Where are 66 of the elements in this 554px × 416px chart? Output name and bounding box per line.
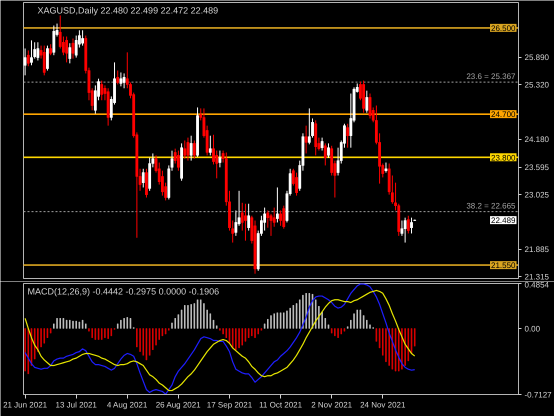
- candlestick: [52, 25, 56, 56]
- candlestick: [282, 205, 286, 230]
- candlestick: [279, 210, 282, 226]
- chart-title: XAGUSD,Daily 22.480 22.499 22.472 22.489: [38, 6, 218, 16]
- candlestick: [276, 186, 279, 223]
- y-tick-label: 25.320: [524, 80, 550, 90]
- x-tick-label: 2 Nov 2021: [311, 400, 353, 410]
- chart-title: MACD(12,26,9) -0.4442 -0.2975 0.0000 -0.1906: [28, 286, 220, 296]
- candlestick: [404, 217, 407, 244]
- y-tick-label: 23.025: [524, 190, 550, 200]
- candlestick: [304, 125, 308, 154]
- y-tick-label: 0.00: [524, 324, 541, 334]
- x-tick-label: 11 Oct 2021: [259, 400, 303, 410]
- candlestick: [410, 217, 413, 234]
- candlestick: [327, 142, 330, 158]
- candlestick: [65, 36, 68, 63]
- candlestick: [116, 70, 120, 85]
- y-tick-label: 21.315: [524, 272, 550, 282]
- x-tick-label: 4 Aug 2021: [106, 400, 148, 410]
- candlestick: [24, 48, 27, 76]
- candlestick: [81, 30, 84, 46]
- ref-line-label: 21.550: [491, 261, 516, 270]
- ref-line-label: 23.800: [491, 153, 516, 162]
- ref-line-label: 23.6 = 25.367: [466, 72, 516, 82]
- x-tick-label: 21 Jun 2021: [3, 400, 48, 410]
- candlestick: [190, 135, 193, 162]
- candlestick: [145, 168, 148, 198]
- x-tick-label: 13 Jul 2021: [56, 400, 98, 410]
- ref-line-label: 26.500: [491, 24, 516, 33]
- y-tick-label: -0.7127: [524, 390, 552, 400]
- candlestick: [46, 45, 49, 72]
- y-tick-label: 25.890: [524, 53, 550, 62]
- candlestick: [406, 215, 410, 234]
- candlestick: [100, 80, 104, 101]
- candlestick: [192, 140, 196, 160]
- candlestick: [30, 40, 33, 66]
- candlestick: [320, 137, 324, 152]
- y-tick-label: 0.4854: [524, 280, 550, 290]
- candlestick: [36, 42, 40, 61]
- y-tick-label: 24.180: [524, 135, 550, 144]
- candlestick: [362, 80, 366, 114]
- candlestick: [49, 44, 52, 56]
- candlestick: [176, 150, 180, 172]
- annotation: 22.489: [491, 216, 516, 226]
- candlestick: [186, 137, 190, 162]
- candlestick: [247, 203, 250, 232]
- candlestick: [208, 135, 212, 156]
- candlestick: [346, 123, 350, 148]
- candlestick: [384, 162, 388, 174]
- candlestick: [42, 45, 46, 76]
- x-tick-label: 26 Aug 2021: [156, 400, 202, 410]
- x-tick-label: 24 Nov 2021: [360, 400, 406, 410]
- candlestick: [122, 72, 126, 89]
- candlestick: [368, 93, 372, 119]
- candlestick: [218, 150, 222, 168]
- candlestick: [119, 72, 122, 87]
- ref-line-label: 24.700: [491, 110, 516, 120]
- candlestick: [244, 203, 247, 242]
- candlestick: [295, 172, 298, 196]
- candlestick: [308, 108, 311, 145]
- y-tick-label: 21.885: [524, 245, 550, 254]
- y-tick-label: 23.595: [524, 163, 550, 172]
- candlestick: [68, 42, 72, 64]
- candlestick: [72, 38, 74, 60]
- ref-line-label: 38.2 = 22.665: [466, 202, 516, 211]
- x-tick-label: 17 Sep 2021: [206, 400, 253, 410]
